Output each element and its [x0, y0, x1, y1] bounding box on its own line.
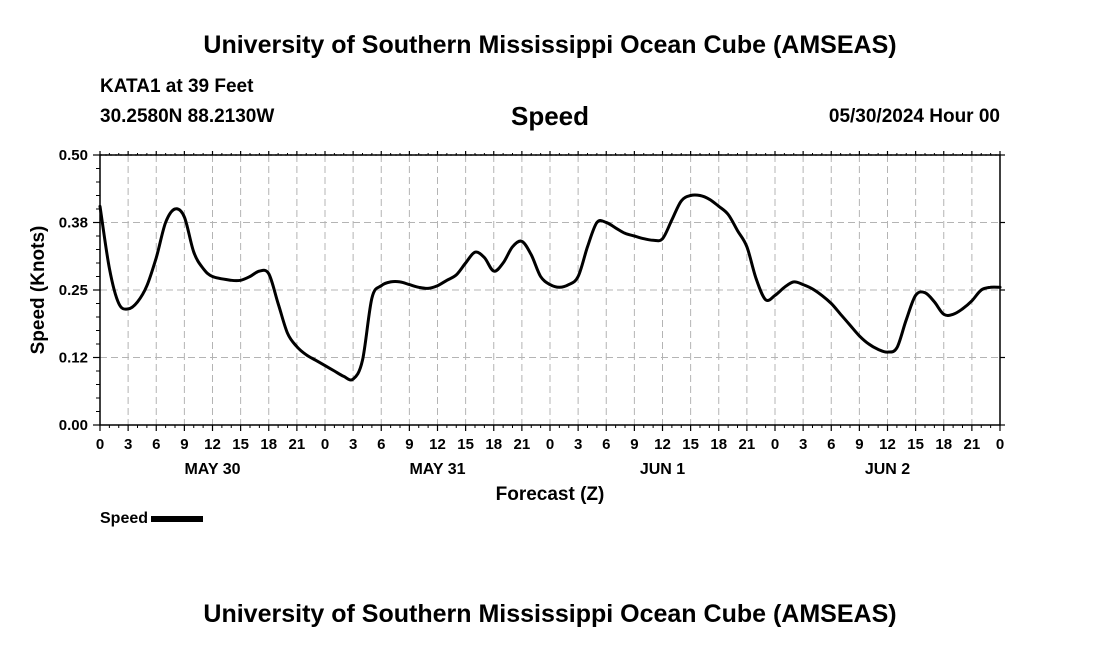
legend: Speed: [100, 510, 204, 528]
x-axis-title: Forecast (Z): [496, 484, 605, 505]
day-label: JUN 2: [865, 461, 910, 478]
x-tick-label: 0: [321, 436, 329, 453]
day-label: JUN 1: [640, 461, 685, 478]
day-label: MAY 31: [409, 461, 465, 478]
x-tick-label: 9: [405, 436, 413, 453]
series-line-speed: [98, 193, 1002, 382]
x-tick-label: 15: [682, 436, 699, 453]
x-tick-label: 21: [289, 436, 306, 453]
station-coordinates: 30.2580N 88.2130W: [100, 106, 275, 127]
x-tick-label: 0: [546, 436, 554, 453]
chart-name: Speed: [510, 101, 590, 131]
day-label: MAY 30: [184, 461, 240, 478]
x-tick-label: 18: [260, 436, 277, 453]
x-tick-label: 15: [232, 436, 249, 453]
axis-labels: 0 3 6 9 12 15 18 21 0 3 6 9 12 15 18 21 0 3 6 9 12 15 18 21 0 3 6 9…: [59, 147, 1004, 478]
forecast-date-hour: 05/30/2024 Hour 00: [828, 106, 1000, 127]
grid-lines: [100, 154, 1000, 425]
x-tick-label: 3: [124, 436, 132, 453]
footer-title: University of Southern Mississippi Ocean…: [203, 600, 897, 628]
axis-ticks: [93, 151, 1005, 431]
y-tick-label: 0.50: [59, 147, 88, 164]
x-tick-label: 0: [96, 436, 104, 453]
x-tick-label: 12: [429, 436, 446, 453]
x-tick-label: 12: [879, 436, 896, 453]
legend-label: Speed: [100, 510, 149, 527]
x-tick-label: 3: [799, 436, 807, 453]
y-tick-label: 0.25: [59, 282, 88, 299]
x-tick-label: 18: [935, 436, 952, 453]
x-tick-label: 9: [180, 436, 188, 453]
y-tick-label: 0.00: [59, 417, 88, 434]
x-tick-label: 6: [152, 436, 160, 453]
x-tick-label: 21: [739, 436, 756, 453]
station-label: KATA1 at 39 Feet: [100, 76, 254, 97]
series-layer: [98, 193, 1002, 382]
x-tick-label: 9: [855, 436, 863, 453]
x-tick-label: 15: [907, 436, 924, 453]
x-tick-label: 21: [964, 436, 981, 453]
legend-swatch: [151, 516, 204, 522]
x-tick-label: 3: [349, 436, 357, 453]
x-tick-label: 3: [574, 436, 582, 453]
x-tick-label: 0: [771, 436, 779, 453]
x-tick-label: 12: [654, 436, 671, 453]
x-tick-label: 18: [485, 436, 502, 453]
x-tick-label: 21: [514, 436, 531, 453]
y-axis-title: Speed (Knots): [28, 226, 49, 355]
x-tick-label: 6: [602, 436, 610, 453]
y-tick-label: 0.12: [59, 350, 88, 367]
x-tick-label: 0: [996, 436, 1004, 453]
x-tick-label: 9: [630, 436, 638, 453]
x-tick-label: 12: [204, 436, 221, 453]
x-tick-label: 6: [377, 436, 385, 453]
x-tick-label: 15: [457, 436, 474, 453]
y-tick-label: 0.38: [59, 215, 88, 232]
x-tick-label: 6: [827, 436, 835, 453]
x-tick-label: 18: [710, 436, 727, 453]
chart-title: University of Southern Mississippi Ocean…: [203, 31, 897, 59]
